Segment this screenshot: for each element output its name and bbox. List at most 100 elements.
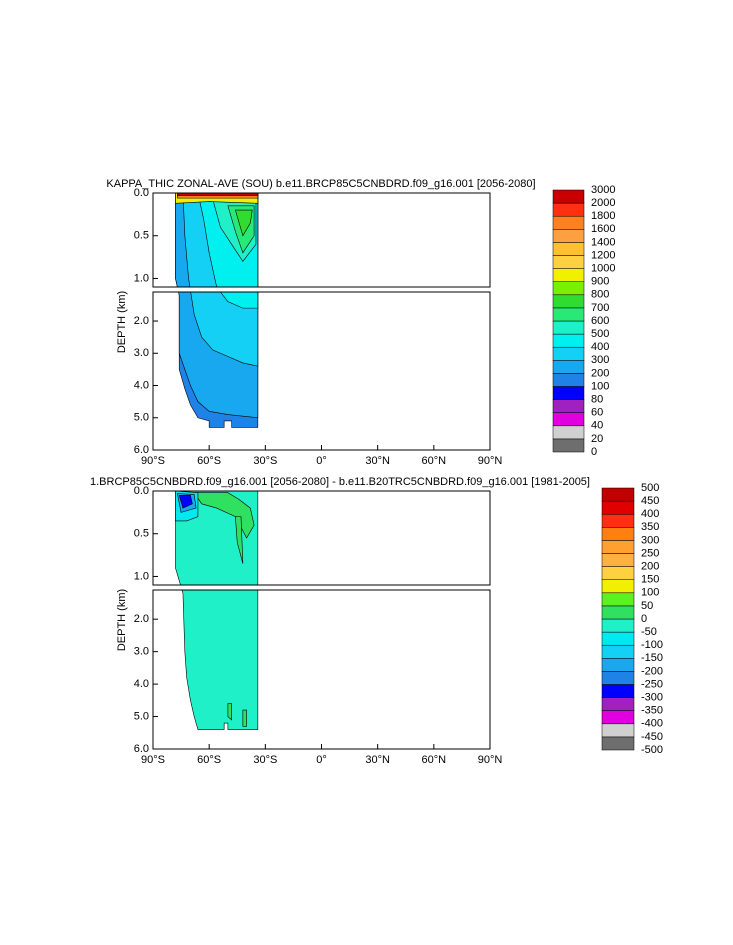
colorbar-label: -200 (641, 665, 663, 677)
colorbar-label: 800 (591, 289, 609, 301)
colorbar-label: 100 (591, 380, 609, 392)
colorbar-box (601, 487, 635, 502)
panel-gap (152, 585, 491, 590)
y-axis-label: DEPTH (km) (116, 291, 128, 353)
colorbar-box (601, 710, 635, 725)
colorbar-box (601, 644, 635, 659)
colorbar-box (601, 579, 635, 594)
x-tick-label: 60°N (422, 455, 447, 467)
colorbar-box (601, 723, 635, 738)
colorbar-label: -250 (641, 678, 663, 690)
y-tick-label: 0.5 (134, 528, 149, 540)
y-tick-label: 0.0 (134, 485, 149, 497)
colorbar-label: 600 (591, 315, 609, 327)
x-tick-label: 90°S (141, 754, 165, 766)
contour-fill (242, 709, 247, 727)
colorbar-label: 60 (591, 407, 603, 419)
colorbar-box (601, 684, 635, 698)
colorbar-box (552, 202, 585, 217)
y-tick-label: 4.0 (134, 678, 149, 690)
colorbar-label: 300 (591, 354, 609, 366)
colorbar-label: 1600 (591, 223, 615, 235)
colorbar-box (552, 373, 585, 387)
colorbar-box (601, 605, 635, 620)
colorbar-label: 3000 (591, 184, 615, 196)
colorbar-box (601, 671, 635, 685)
colorbar-box (601, 540, 635, 554)
colorbar-box (552, 425, 585, 440)
y-axis-label: DEPTH (km) (116, 589, 128, 651)
contour-fill (234, 209, 253, 237)
x-tick-label: 60°S (197, 754, 221, 766)
colorbar-label: 200 (591, 367, 609, 379)
y-tick-label: 1.0 (134, 272, 149, 284)
panel-gap (152, 287, 491, 292)
colorbar-box (552, 386, 585, 400)
colorbar-box (601, 631, 635, 646)
y-tick-label: 2.0 (134, 613, 149, 625)
x-tick-label: 90°N (478, 455, 503, 467)
colorbar-label: 0 (641, 613, 647, 625)
chart-title: KAPPA_THIC ZONAL-AVE (SOU) b.e11.BRCP85C… (106, 178, 535, 190)
contour-fill (178, 494, 193, 509)
colorbar-label: -100 (641, 639, 663, 651)
colorbar-label: 250 (641, 547, 659, 559)
x-tick-label: 90°N (478, 754, 503, 766)
y-tick-label: 2.0 (134, 315, 149, 327)
chart-title: 1.BRCP85C5CNBDRD.f09_g16.001 [2056-2080]… (90, 476, 590, 488)
contour-fill (235, 516, 244, 564)
colorbar-label: -400 (641, 718, 663, 730)
colorbar-box (552, 242, 585, 256)
colorbar-label: -150 (641, 652, 663, 664)
y-tick-label: 5.0 (134, 412, 149, 424)
colorbar-box (552, 333, 585, 348)
colorbar-box (552, 189, 585, 204)
colorbar-box (552, 307, 585, 322)
colorbar-box (601, 500, 635, 515)
y-tick-label: 4.0 (134, 379, 149, 391)
colorbar-label: 350 (641, 521, 659, 533)
colorbar-label: 80 (591, 394, 603, 406)
y-tick-label: 6.0 (134, 444, 149, 456)
x-tick-label: 30°S (253, 754, 277, 766)
colorbar-label: -350 (641, 705, 663, 717)
colorbar-label: 900 (591, 276, 609, 288)
x-tick-label: 0° (316, 455, 327, 467)
colorbar-label: 20 (591, 433, 603, 445)
colorbar-label: -50 (641, 626, 657, 638)
colorbar-label: 450 (641, 495, 659, 507)
y-tick-label: 0.5 (134, 230, 149, 242)
colorbar-label: 50 (641, 600, 653, 612)
colorbar-box (601, 592, 635, 607)
y-tick-label: 3.0 (134, 646, 149, 658)
colorbar-box (601, 618, 635, 633)
colorbar-box (552, 320, 585, 335)
colorbar-label: 500 (641, 482, 659, 494)
colorbar-box (552, 215, 585, 230)
y-tick-label: 6.0 (134, 743, 149, 755)
colorbar-box (552, 294, 585, 309)
colorbar-box (552, 281, 585, 296)
plot-frame (152, 192, 491, 288)
colorbar-label: 400 (641, 508, 659, 520)
x-tick-label: 90°S (141, 455, 165, 467)
colorbar-box (552, 346, 585, 361)
colorbar-label: 700 (591, 302, 609, 314)
colorbar-label: 200 (641, 561, 659, 573)
colorbar-box (601, 527, 635, 541)
colorbar-box (601, 736, 635, 751)
x-tick-label: 30°S (253, 455, 277, 467)
colorbar-box (552, 255, 585, 269)
colorbar-label: 100 (641, 587, 659, 599)
colorbar-box (552, 438, 585, 453)
y-tick-label: 1.0 (134, 570, 149, 582)
x-tick-label: 30°N (365, 754, 390, 766)
colorbar-label: 40 (591, 420, 603, 432)
colorbar-label: 1200 (591, 249, 615, 261)
y-tick-label: 3.0 (134, 347, 149, 359)
colorbar-box (601, 513, 635, 528)
colorbar-label: -450 (641, 731, 663, 743)
x-tick-label: 0° (316, 754, 327, 766)
colorbar-box (552, 229, 585, 243)
